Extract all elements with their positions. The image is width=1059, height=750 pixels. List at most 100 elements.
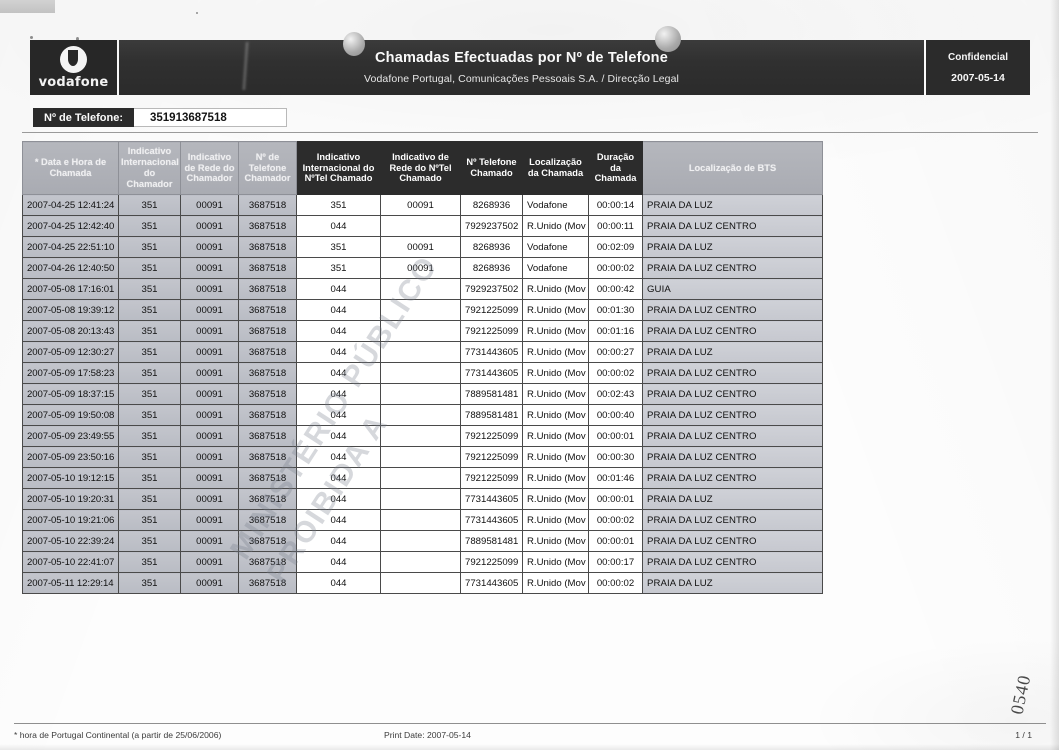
cell-3: 3687518 [238,509,297,531]
table-row: 2007-04-26 12:40:50 351 00091 3687518 351 000… [22,257,823,279]
handwritten-page-stamp: 0540 [1006,672,1035,717]
scan-edge-shadow [0,744,1059,750]
vodafone-logo: vodafone [30,40,117,95]
column-header-7: Localização da Chamada [522,141,589,195]
cell-5: 00091 [380,257,461,279]
cell-7: Vodafone [522,236,589,258]
cell-9: PRAIA DA LUZ CENTRO [642,425,823,447]
cell-6: 7921225099 [460,320,523,342]
phone-number-value[interactable]: 351913687518 [134,108,287,127]
cell-4: 044 [296,320,381,342]
column-header-1: Indicativo Internacional do Chamador [118,141,181,195]
table-row: 2007-05-10 19:21:06 351 00091 3687518 044 773… [22,509,823,531]
cell-1: 351 [118,446,181,468]
cell-4: 351 [296,257,381,279]
cell-5 [380,551,461,573]
table-row: 2007-05-08 19:39:12 351 00091 3687518 044 792… [22,299,823,321]
cell-2: 00091 [180,404,239,426]
report-header: vodafone Chamadas Efectuadas por Nº de T… [30,40,1030,95]
phone-number-field[interactable]: Nº de Telefone: 351913687518 [33,108,287,127]
cell-0: 2007-05-10 19:12:15 [22,467,119,489]
cell-3: 3687518 [238,362,297,384]
column-header-4: Indicativo Internacional do NºTel Chamad… [296,141,381,195]
cell-9: PRAIA DA LUZ CENTRO [642,383,823,405]
cell-6: 7889581481 [460,404,523,426]
cell-3: 3687518 [238,467,297,489]
cell-3: 3687518 [238,257,297,279]
cell-8: 00:00:14 [588,194,643,216]
cell-1: 351 [118,215,181,237]
cell-2: 00091 [180,341,239,363]
cell-6: 7731443605 [460,341,523,363]
table-row: 2007-05-09 19:50:08 351 00091 3687518 044 788… [22,404,823,426]
cell-5 [380,467,461,489]
table-row: 2007-05-09 18:37:15 351 00091 3687518 044 788… [22,383,823,405]
cell-9: PRAIA DA LUZ [642,341,823,363]
call-records-table-wrap: * Data e Hora de Chamada Indicativo Inter… [22,141,823,594]
cell-0: 2007-04-26 12:40:50 [22,257,119,279]
cell-1: 351 [118,509,181,531]
cell-4: 044 [296,467,381,489]
table-row: 2007-05-10 19:12:15 351 00091 3687518 044 792… [22,467,823,489]
column-header-0: * Data e Hora de Chamada [22,141,119,195]
cell-5 [380,425,461,447]
cell-0: 2007-05-09 17:58:23 [22,362,119,384]
cell-9: PRAIA DA LUZ CENTRO [642,467,823,489]
cell-3: 3687518 [238,341,297,363]
cell-6: 7929237502 [460,278,523,300]
cell-0: 2007-04-25 22:51:10 [22,236,119,258]
cell-9: PRAIA DA LUZ CENTRO [642,215,823,237]
table-row: 2007-05-10 22:41:07 351 00091 3687518 044 792… [22,551,823,573]
column-header-2: Indicativo de Rede do Chamador [180,141,239,195]
cell-4: 044 [296,215,381,237]
page-corner-tab [0,0,55,13]
cell-6: 8268936 [460,194,523,216]
cell-7: R.Unido (Mov [522,425,589,447]
cell-7: R.Unido (Mov [522,299,589,321]
cell-6: 7921225099 [460,425,523,447]
cell-9: PRAIA DA LUZ [642,236,823,258]
cell-0: 2007-05-09 23:50:16 [22,446,119,468]
cell-4: 044 [296,299,381,321]
cell-7: R.Unido (Mov [522,530,589,552]
cell-8: 00:01:16 [588,320,643,342]
page-title: Chamadas Efectuadas por Nº de Telefone [374,50,669,66]
cell-3: 3687518 [238,551,297,573]
cell-8: 00:00:01 [588,488,643,510]
cell-5 [380,341,461,363]
cell-9: PRAIA DA LUZ CENTRO [642,446,823,468]
cell-1: 351 [118,299,181,321]
cell-0: 2007-05-08 17:16:01 [22,278,119,300]
scan-blob [343,32,365,56]
cell-9: PRAIA DA LUZ [642,194,823,216]
cell-3: 3687518 [238,215,297,237]
cell-1: 351 [118,467,181,489]
cell-7: R.Unido (Mov [522,509,589,531]
cell-5 [380,530,461,552]
cell-8: 00:00:11 [588,215,643,237]
cell-4: 044 [296,341,381,363]
table-row: 2007-04-25 12:42:40 351 00091 3687518 044 792… [22,215,823,237]
cell-7: Vodafone [522,257,589,279]
cell-1: 351 [118,383,181,405]
cell-6: 7889581481 [460,530,523,552]
cell-1: 351 [118,362,181,384]
cell-5 [380,278,461,300]
cell-1: 351 [118,278,181,300]
cell-9: PRAIA DA LUZ CENTRO [642,404,823,426]
cell-9: PRAIA DA LUZ CENTRO [642,551,823,573]
cell-6: 7921225099 [460,551,523,573]
cell-4: 351 [296,194,381,216]
column-header-9: Localização de BTS [642,141,823,195]
cell-3: 3687518 [238,572,297,594]
cell-2: 00091 [180,530,239,552]
cell-5: 00091 [380,194,461,216]
cell-8: 00:01:46 [588,467,643,489]
cell-6: 7921225099 [460,299,523,321]
table-body: 2007-04-25 12:41:24 351 00091 3687518 351 000… [22,194,823,594]
cell-4: 044 [296,425,381,447]
cell-0: 2007-05-08 20:13:43 [22,320,119,342]
report-title-block: Chamadas Efectuadas por Nº de Telefone V… [119,40,924,95]
cell-0: 2007-05-09 12:30:27 [22,341,119,363]
